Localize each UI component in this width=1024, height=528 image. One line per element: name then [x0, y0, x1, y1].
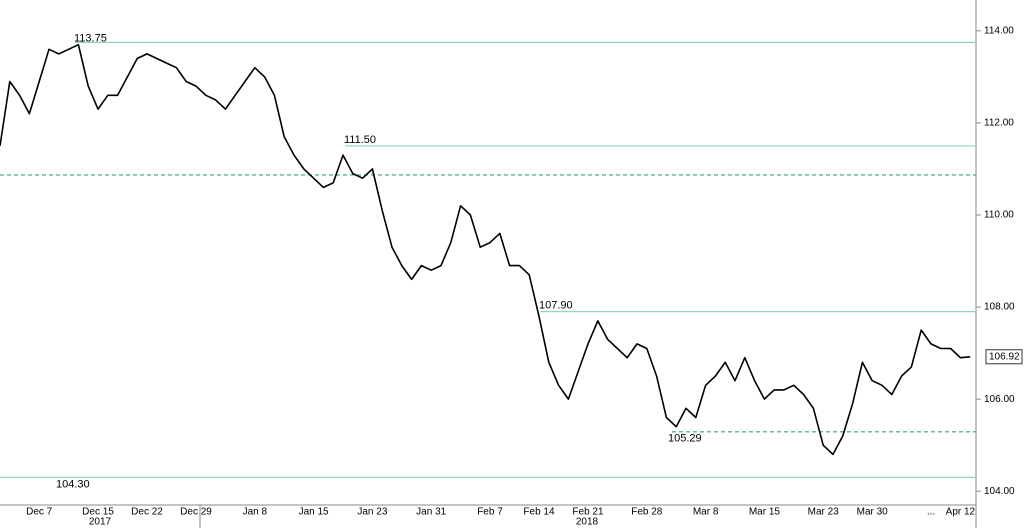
- x-tick-label: Feb 21: [572, 507, 604, 518]
- price-line: [0, 43, 971, 456]
- x-tick-label: Dec 7: [26, 507, 53, 518]
- x-tick-label: Jan 23: [357, 507, 387, 518]
- y-tick-label: 110.00: [984, 210, 1014, 221]
- x-tick-label: Jan 31: [416, 507, 446, 518]
- year-label: 2018: [576, 517, 599, 528]
- level-label: 111.50: [344, 134, 376, 146]
- x-tick-label: Jan 8: [243, 507, 268, 518]
- x-tick-label: Mar 15: [749, 507, 781, 518]
- y-tick-label: 106.00: [984, 394, 1015, 405]
- x-tick-label: Apr 12: [946, 507, 976, 518]
- x-tick-label: Mar 30: [857, 507, 889, 518]
- x-tick-label: Dec 15: [82, 507, 114, 518]
- x-tick-label: Dec 22: [131, 507, 163, 518]
- x-tick-label: Feb 28: [631, 507, 663, 518]
- x-tick-label: Dec 29: [180, 507, 212, 518]
- level-label: 107.90: [539, 300, 573, 312]
- x-tick-label: Mar 23: [808, 507, 840, 518]
- y-tick-label: 104.00: [984, 486, 1015, 497]
- x-tick-label: Feb 7: [477, 507, 503, 518]
- x-tick-label: Feb 14: [523, 507, 555, 518]
- y-tick-label: 108.00: [984, 302, 1015, 313]
- y-tick-label: 112.00: [984, 118, 1014, 129]
- x-tick-label: ...: [927, 507, 935, 518]
- x-tick-label: Mar 8: [693, 507, 719, 518]
- level-label: 104.30: [56, 478, 90, 490]
- level-label: 105.29: [668, 433, 702, 445]
- year-label: 2017: [89, 517, 112, 528]
- level-label: 113.75: [74, 32, 107, 44]
- x-tick-label: Jan 15: [299, 507, 329, 518]
- last-price-box: [985, 349, 1023, 365]
- last-price-label: 106.92: [989, 351, 1020, 362]
- y-tick-label: 114.00: [984, 25, 1014, 36]
